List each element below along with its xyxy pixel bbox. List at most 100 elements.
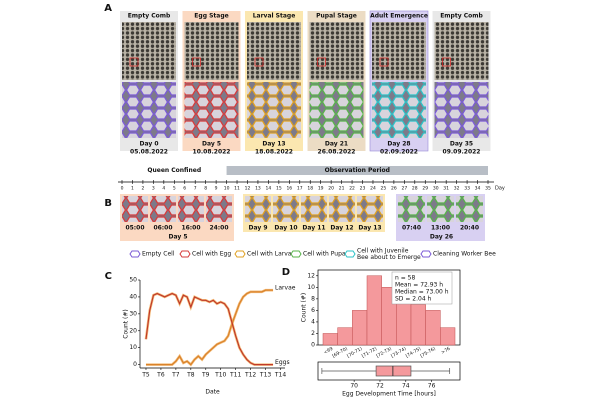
series-line <box>145 292 274 366</box>
frame-photo <box>273 196 299 222</box>
timeline-tick-label: 4 <box>162 186 165 192</box>
frame-label: Day 12 <box>330 225 353 232</box>
plot-frame <box>317 361 461 381</box>
frame-photo <box>301 196 327 222</box>
bar <box>440 327 456 346</box>
zoom-photo <box>309 82 364 138</box>
x-tick-label: [72-73) <box>375 346 393 360</box>
stage-title: Empty Comb <box>128 13 171 20</box>
legend-hex <box>179 250 191 258</box>
timeline-tick-label: 33 <box>464 186 470 192</box>
x-tick-label: [74-75) <box>405 346 423 360</box>
bar <box>410 304 426 346</box>
timeline-tick-label: 29 <box>422 186 428 192</box>
stage-date: 02.09.2022 <box>380 149 418 156</box>
bar <box>322 333 338 346</box>
frame-label: 05:00 <box>125 225 144 232</box>
x-tick-label: T7 <box>171 372 180 379</box>
comb-photo <box>184 22 239 80</box>
timeline-tick-label: 30 <box>433 186 439 192</box>
series-line <box>145 289 274 366</box>
timeline-tick-label: 14 <box>266 186 272 192</box>
x-tick-label: T11 <box>229 372 241 379</box>
zoom-photo <box>122 82 176 138</box>
x-tick-label: [69-70) <box>331 346 349 360</box>
x-tick-label: T5 <box>141 372 150 379</box>
y-tick-label: 40 <box>129 293 137 300</box>
observation-band <box>226 166 489 175</box>
series-label: Larvae <box>275 285 296 292</box>
panel-label: D <box>282 267 290 278</box>
y-tick-label: 6 <box>311 307 315 314</box>
frame-photo <box>178 196 204 222</box>
legend-hex <box>234 250 246 258</box>
timeline-tick-label: 28 <box>412 186 418 192</box>
frame-photo <box>357 196 383 222</box>
timeline-tick-label: 23 <box>360 186 366 192</box>
frame-label: Day 11 <box>302 225 325 232</box>
legend-label: Cell with Larva <box>247 251 292 258</box>
frame-label: Day 10 <box>274 225 297 232</box>
legend-hex <box>290 250 302 258</box>
timeline-tick-label: 2 <box>141 186 144 192</box>
roi <box>254 57 264 67</box>
stage-day: Day 21 <box>325 141 348 148</box>
annotation: Median = 73.00 h <box>395 289 449 296</box>
x-axis-label: Egg Development Time [hours] <box>342 391 436 398</box>
timeline-tick-label: 35 <box>485 186 491 192</box>
x-tick-label: [73-74) <box>390 346 408 360</box>
timeline-tick-label: 26 <box>391 186 397 192</box>
legend-label: Cleaning Worker Bee <box>433 251 496 258</box>
timeline-tick-label: 0 <box>121 186 124 192</box>
x-axis-label: Date <box>205 389 220 396</box>
y-tick-label: 10 <box>307 284 315 291</box>
frame-label: 16:00 <box>181 225 200 232</box>
zoom-photo <box>434 82 489 138</box>
timeline-tick-label: 24 <box>370 186 376 192</box>
roi <box>192 57 201 67</box>
stage-date: 05.08.2022 <box>130 149 168 156</box>
x-tick-label: T8 <box>186 372 195 379</box>
frame-photo <box>206 196 232 222</box>
legend-label: Empty Cell <box>142 251 175 258</box>
timeline-tick-label: 5 <box>173 186 176 192</box>
x-tick-label: 70 <box>350 383 358 390</box>
frame-photo <box>329 196 355 222</box>
frame-photo <box>245 196 271 222</box>
x-tick-label: [71-72) <box>361 346 379 360</box>
roi <box>442 57 451 67</box>
comb-photo <box>122 22 176 80</box>
stage-day: Day 28 <box>387 141 410 148</box>
x-tick-label: <69 <box>323 346 334 356</box>
frame-label: 06:00 <box>153 225 172 232</box>
x-tick-label: [70-71) <box>346 346 364 360</box>
legend-label: Cell with Egg <box>192 251 231 258</box>
group-label: Day 26 <box>430 234 453 241</box>
y-tick-label: 30 <box>129 310 137 317</box>
timeline-tick-label: 7 <box>194 186 197 192</box>
frame-label: 07:40 <box>402 225 421 232</box>
stage-day: Day 5 <box>202 141 221 148</box>
frame-photo <box>456 196 483 222</box>
y-tick-label: 0 <box>133 361 137 368</box>
stage-title: Empty Comb <box>440 13 483 20</box>
comb-photo <box>434 22 489 80</box>
x-tick-label: T9 <box>201 372 210 379</box>
timeline-tick-label: 10 <box>224 186 230 192</box>
y-tick-label: 20 <box>129 327 137 334</box>
annotation: n = 58 <box>395 275 415 282</box>
stage-date: 18.08.2022 <box>255 149 293 156</box>
timeline-tick-label: 1 <box>131 186 134 192</box>
timeline-tick-label: 34 <box>475 186 481 192</box>
series-outline <box>144 292 274 366</box>
comb-photo <box>309 22 364 80</box>
box <box>375 365 412 377</box>
stage-date: 10.08.2022 <box>193 149 231 156</box>
legend-label: Cell with Pupa <box>303 251 346 258</box>
timeline-tick-label: 18 <box>307 186 313 192</box>
stage-day: Day 0 <box>139 141 158 148</box>
group-label: Day 5 <box>168 234 187 241</box>
stage-date: 09.09.2022 <box>443 149 481 156</box>
y-tick-label: 12 <box>307 272 315 279</box>
x-tick-label: T6 <box>156 372 165 379</box>
